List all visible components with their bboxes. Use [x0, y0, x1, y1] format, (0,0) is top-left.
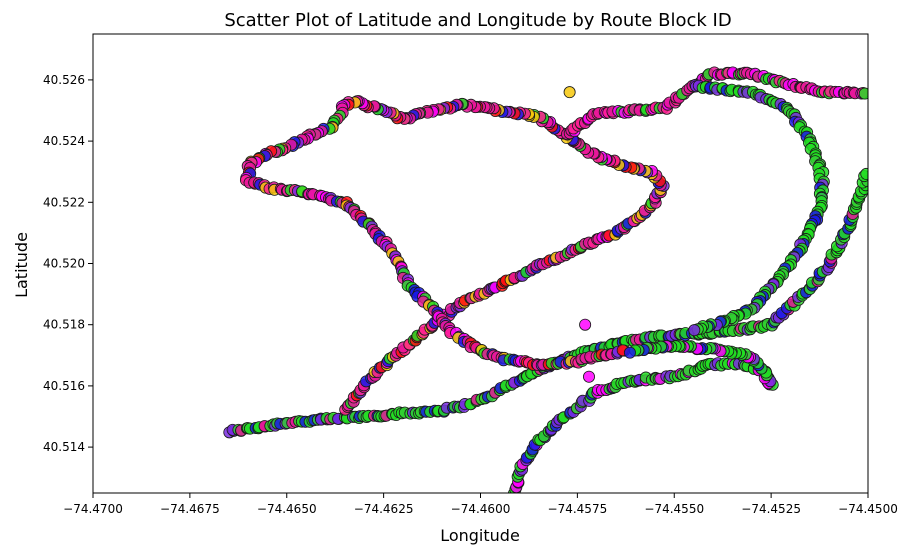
scatter-point-856 [623, 346, 636, 359]
y-axis: 40.514 40.516 40.518 40.520 40.522 40.524 40.5… [43, 73, 93, 454]
y-tick-label: 40.518 [43, 318, 85, 332]
chart-title: Scatter Plot of Latitude and Longitude b… [224, 10, 731, 31]
y-axis-label: Latitude [12, 232, 31, 298]
x-tick-label: −74.4625 [354, 502, 414, 516]
x-axis: −74.4700 −74.4675 −74.4650 −74.4625 −74.4600… [63, 493, 898, 516]
x-tick-label: −74.4575 [548, 502, 608, 516]
scatter-point-1098 [583, 370, 596, 383]
y-tick-label: 40.526 [43, 73, 85, 87]
scatter-point-1097 [579, 318, 592, 331]
y-tick-label: 40.522 [43, 195, 85, 209]
plot-area [223, 66, 868, 493]
y-tick-label: 40.520 [43, 257, 85, 271]
x-tick-label: −74.4525 [741, 502, 801, 516]
y-tick-label: 40.514 [43, 440, 85, 454]
plot-frame [92, 33, 869, 494]
x-tick-label: −74.4550 [644, 502, 704, 516]
x-tick-label: −74.4500 [838, 502, 898, 516]
x-tick-label: −74.4650 [257, 502, 317, 516]
x-tick-label: −74.4600 [451, 502, 511, 516]
y-tick-label: 40.524 [43, 134, 85, 148]
y-tick-label: 40.516 [43, 379, 85, 393]
x-tick-label: −74.4700 [63, 502, 123, 516]
x-axis-label: Longitude [440, 526, 520, 545]
scatter-point-249 [860, 167, 868, 180]
x-tick-label: −74.4675 [160, 502, 220, 516]
scatter-point-1096 [563, 86, 576, 99]
scatter-point-965 [858, 87, 868, 100]
scatter-point-1095 [688, 324, 701, 337]
